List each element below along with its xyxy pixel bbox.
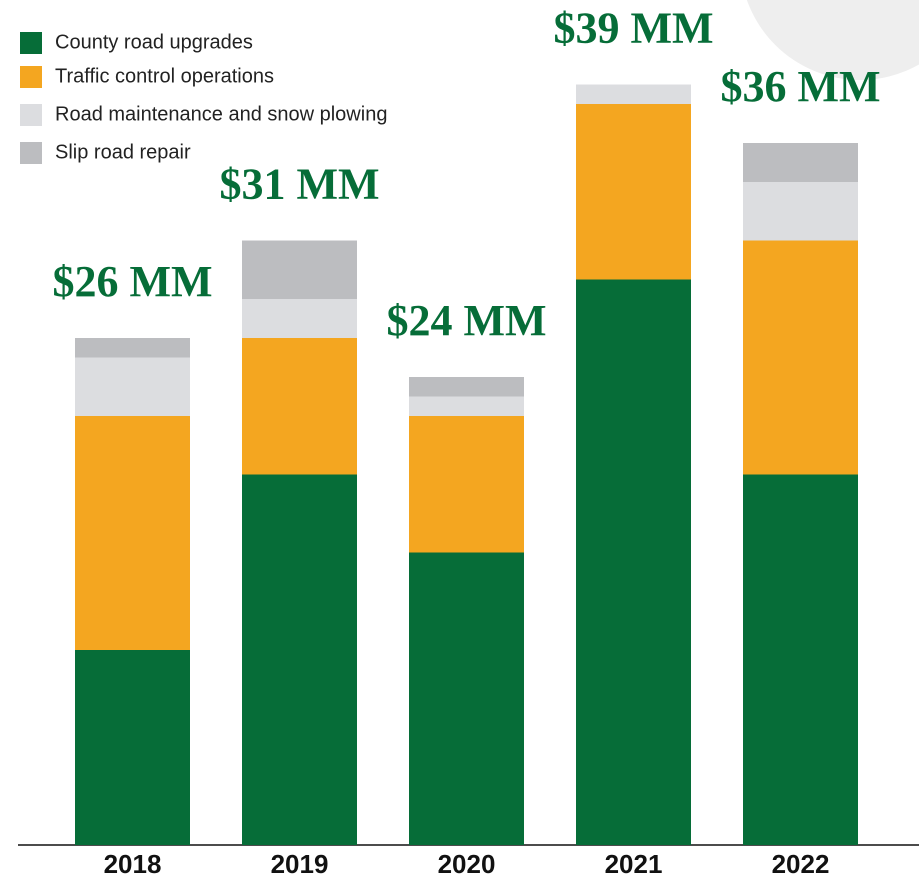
- x-tick-label: 2018: [104, 849, 162, 876]
- bar-segment: [242, 474, 357, 845]
- bar-segment: [576, 104, 691, 280]
- total-label: $24 MM: [386, 296, 546, 345]
- bar-segment: [576, 279, 691, 845]
- legend-label: Road maintenance and snow plowing: [55, 103, 387, 125]
- bar-segment: [75, 416, 190, 650]
- legend-swatch: [20, 104, 42, 126]
- total-label: $26 MM: [52, 257, 212, 306]
- legend-label: Slip road repair: [55, 141, 191, 163]
- bar-segment: [75, 650, 190, 845]
- bar-segment: [743, 240, 858, 475]
- legend-swatch: [20, 66, 42, 88]
- bar-segment: [743, 474, 858, 845]
- x-tick-label: 2019: [271, 849, 329, 876]
- bar-segment: [75, 357, 190, 416]
- decoration: [746, 0, 919, 80]
- bar-segment: [75, 338, 190, 358]
- bar-segment: [242, 338, 357, 475]
- x-tick-label: 2022: [772, 849, 830, 876]
- legend-label: County road upgrades: [55, 31, 253, 53]
- bar-segment: [409, 552, 524, 845]
- legend-swatch: [20, 32, 42, 54]
- bar-segment: [743, 143, 858, 182]
- total-label: $36 MM: [720, 62, 880, 111]
- x-tick-label: 2020: [438, 849, 496, 876]
- legend-swatch: [20, 142, 42, 164]
- bar-segment: [743, 182, 858, 241]
- bar-segment: [242, 299, 357, 338]
- total-label: $39 MM: [553, 4, 713, 53]
- x-tick-label: 2021: [605, 849, 663, 876]
- bar-segment: [242, 240, 357, 299]
- bar-segment: [409, 416, 524, 553]
- bar-segment: [576, 84, 691, 104]
- bar-segment: [409, 396, 524, 416]
- bar-segment: [409, 377, 524, 397]
- total-label: $31 MM: [219, 160, 379, 209]
- legend-label: Traffic control operations: [55, 65, 274, 87]
